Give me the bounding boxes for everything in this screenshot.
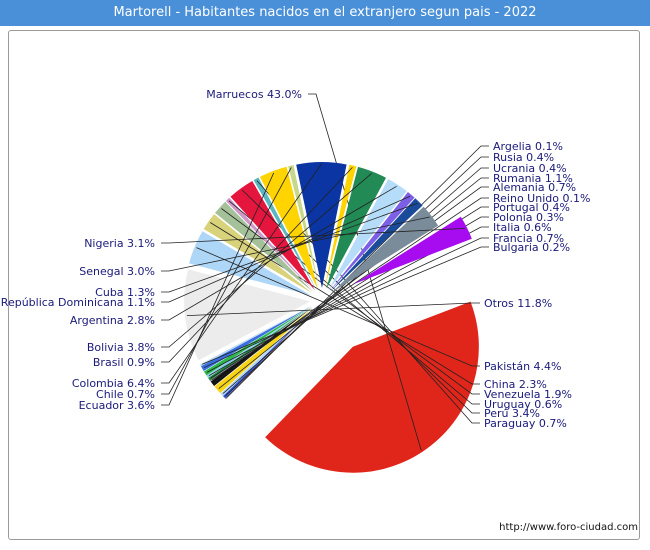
- slice-label: Otros 11.8%: [484, 297, 552, 310]
- slice-label: Chile 0.7%: [96, 388, 155, 401]
- leader-line: [213, 186, 489, 383]
- leader-line: [202, 246, 489, 365]
- slice-label: Uruguay 0.6%: [484, 398, 562, 411]
- chart-title: Martorell - Habitantes nacidos en el ext…: [0, 0, 650, 26]
- leader-line: [161, 163, 322, 384]
- leader-line: [218, 177, 489, 389]
- slice-label: Ecuador 3.6%: [79, 399, 155, 412]
- pie-slice-cuba: [330, 198, 423, 292]
- slice-label: Rusia 0.4%: [493, 151, 554, 164]
- slice-label: Nigeria 3.1%: [84, 237, 155, 250]
- slice-label: Alemania 0.7%: [493, 181, 576, 194]
- pie-slice-otros: [184, 269, 311, 361]
- slice-label: Italia 0.6%: [493, 221, 552, 234]
- leader-line: [161, 185, 397, 321]
- slice-label: Senegal 3.0%: [79, 265, 155, 278]
- pie-slice-francia: [200, 305, 312, 372]
- pie-slice-colombia: [296, 162, 347, 288]
- pie-slice-uruguay: [225, 197, 314, 292]
- pie-slice-bulgaria: [200, 305, 312, 366]
- leader-line: [161, 167, 353, 363]
- slice-label: Reino Unido 0.1%: [493, 192, 590, 205]
- leader-line: [211, 197, 489, 381]
- slice-label: Bolivia 3.8%: [87, 341, 155, 354]
- pie-slice-senegal: [331, 206, 439, 293]
- slice-label: Ucrania 0.4%: [493, 162, 567, 175]
- slice-label: Argelia 0.1%: [493, 140, 563, 153]
- slice-label: Pakistán 4.4%: [484, 360, 562, 373]
- leader-line: [161, 216, 430, 272]
- leader-line: [221, 208, 480, 395]
- slice-label: Rumania 1.1%: [493, 172, 573, 185]
- pie-slice-paraguay: [253, 177, 317, 290]
- pie-slice-chile: [288, 164, 320, 289]
- slice-label: República Dominicana 1.1%: [1, 296, 155, 309]
- slice-label: Brasil 0.9%: [93, 356, 155, 369]
- pie-slice-nigeria: [354, 216, 472, 284]
- pie-slice-ucrania: [220, 308, 314, 396]
- slice-label: Cuba 1.3%: [95, 286, 155, 299]
- slice-label: Portugal 0.4%: [493, 201, 570, 214]
- pie-slice-reino-unido: [210, 307, 313, 382]
- pie-slice-china: [203, 214, 313, 294]
- pie-slice-per-: [230, 180, 315, 291]
- pie-slice-rep-blica-dominicana: [329, 192, 415, 291]
- pie-slice-marruecos: [265, 301, 479, 473]
- pie-slice-argelia: [225, 308, 314, 400]
- slice-label: Bulgaria 0.2%: [493, 241, 570, 254]
- slice-label: Argentina 2.8%: [70, 314, 155, 327]
- leader-line: [161, 202, 418, 293]
- leader-line: [186, 302, 480, 316]
- pie-slice-ecuador: [259, 166, 318, 289]
- slice-label: Paraguay 0.7%: [484, 417, 567, 430]
- pie-slice-bolivia: [326, 166, 386, 289]
- slice-label: Perú 3.4%: [484, 407, 540, 420]
- leader-line: [210, 206, 489, 379]
- slice-label: Marruecos 43.0%: [206, 88, 302, 101]
- leader-line: [196, 247, 480, 367]
- slice-label: Francia 0.7%: [493, 232, 564, 245]
- leader-line: [161, 228, 466, 244]
- slice-label: Venezuela 1.9%: [484, 388, 572, 401]
- leader-line: [161, 167, 292, 395]
- source-url: http://www.foro-ciudad.com: [499, 522, 638, 533]
- leader-line: [161, 173, 372, 348]
- leader-line: [256, 180, 480, 424]
- slice-label: Polonia 0.3%: [493, 211, 564, 224]
- leader-line: [161, 195, 411, 303]
- leader-line: [161, 172, 275, 406]
- slice-label: China 2.3%: [484, 378, 547, 391]
- slice-label: Colombia 6.4%: [72, 377, 155, 390]
